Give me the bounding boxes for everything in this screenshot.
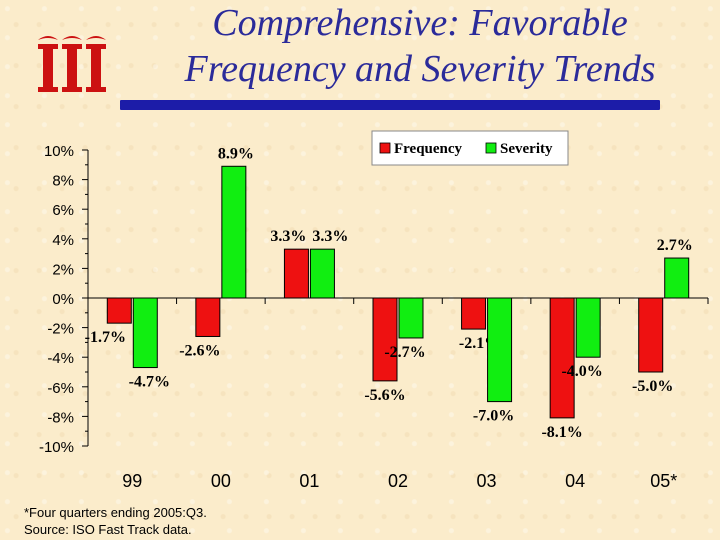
severity-bar: [487, 297, 513, 403]
title-line-2: Frequency and Severity Trends: [184, 48, 656, 90]
y-tick-label: -6%: [47, 380, 74, 397]
frequency-bar: [195, 297, 221, 337]
y-tick-label: 8%: [52, 173, 74, 190]
frequency-bar: [549, 297, 575, 419]
title-line-1: Comprehensive: Favorable: [212, 2, 628, 44]
frequency-data-label: -1.7%: [85, 329, 126, 346]
x-tick-label: 02: [388, 471, 408, 491]
footnote-line-1: *Four quarters ending 2005:Q3.: [24, 505, 207, 520]
severity-bar: [132, 297, 158, 369]
y-tick-label: 4%: [52, 232, 74, 249]
iii-logo-icon: [38, 36, 106, 92]
y-tick-label: -2%: [47, 321, 74, 338]
frequency-bar: [638, 297, 664, 373]
frequency-bar: [461, 297, 487, 330]
severity-bar: [221, 165, 247, 299]
legend-label-severity: Severity: [500, 141, 553, 157]
x-tick-label: 00: [211, 471, 231, 491]
bar-chart: 10% 8% 6% 4% 2% 0% -2% -4% -6% -8% -10% -1.7% -4.7% 9…: [39, 130, 709, 491]
x-tick-label: 01: [299, 471, 319, 491]
severity-data-label: -7.0%: [473, 408, 514, 425]
frequency-data-label: -5.6%: [364, 387, 405, 404]
severity-data-label: -2.7%: [384, 344, 425, 361]
severity-bar: [398, 297, 424, 339]
y-tick-label: -8%: [47, 409, 74, 426]
severity-bar: [664, 257, 690, 299]
y-tick-label: -4%: [47, 350, 74, 367]
frequency-data-label: 3.3%: [270, 228, 306, 245]
legend-box: [371, 130, 569, 166]
x-tick-label: 99: [122, 471, 142, 491]
severity-data-label: 8.9%: [218, 145, 254, 162]
severity-bar: [309, 248, 335, 299]
x-tick-label: 03: [477, 471, 497, 491]
x-tick-label: 04: [565, 471, 585, 491]
legend-label-frequency: Frequency: [394, 141, 463, 157]
severity-data-label: 2.7%: [657, 237, 693, 254]
y-tick-label: 2%: [52, 261, 74, 278]
footnote-line-2: Source: ISO Fast Track data.: [24, 522, 192, 537]
legend-swatch-severity: [485, 142, 497, 154]
y-tick-label: 6%: [52, 202, 74, 219]
title-underline: [120, 100, 660, 110]
severity-data-label: 3.3%: [312, 228, 348, 245]
footnote: *Four quarters ending 2005:Q3. Source: I…: [24, 504, 207, 538]
page-title: Comprehensive: Favorable Frequency and S…: [120, 0, 720, 92]
frequency-bar: [106, 297, 132, 324]
y-tick-label: 0%: [52, 291, 74, 308]
legend-swatch-frequency: [379, 142, 391, 154]
severity-bar: [575, 297, 601, 358]
frequency-bar: [372, 297, 398, 382]
frequency-bar: [283, 248, 309, 299]
frequency-data-label: -2.6%: [179, 342, 220, 359]
frequency-data-label: -8.1%: [541, 424, 582, 441]
frequency-data-label: -5.0%: [632, 378, 673, 395]
severity-data-label: -4.7%: [129, 374, 170, 391]
severity-data-label: -4.0%: [561, 363, 602, 380]
x-tick-label: 05*: [650, 471, 677, 491]
y-tick-label: 10%: [44, 143, 74, 160]
y-tick-label: -10%: [39, 439, 74, 456]
